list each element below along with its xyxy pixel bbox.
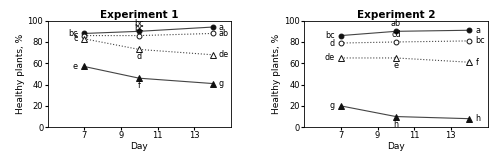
Text: bc: bc [134,24,144,33]
Text: e: e [73,62,78,71]
Text: cd: cd [391,30,400,39]
Text: bc: bc [476,36,485,45]
Text: a: a [476,26,480,35]
Text: g: g [219,79,224,88]
X-axis label: Day: Day [130,142,148,151]
Text: a: a [219,23,224,32]
Text: bc: bc [134,19,144,28]
Y-axis label: Healthy plants, %: Healthy plants, % [16,34,25,114]
Text: c: c [74,31,78,40]
Title: Experiment 2: Experiment 2 [356,10,435,20]
Text: h: h [394,120,398,128]
Text: c: c [74,34,78,43]
Text: f: f [476,58,478,67]
Y-axis label: Healthy plants, %: Healthy plants, % [272,34,281,114]
Text: bc: bc [325,31,334,40]
Text: f: f [138,81,140,90]
Title: Experiment 1: Experiment 1 [100,10,178,20]
Text: d: d [330,38,334,48]
Text: de: de [219,50,229,59]
Text: ab: ab [219,29,229,38]
Text: ab: ab [391,19,401,28]
Text: bc: bc [68,29,78,38]
Text: h: h [476,114,480,123]
Text: de: de [324,53,334,62]
X-axis label: Day: Day [387,142,404,151]
Text: g: g [330,101,334,110]
Text: d: d [136,52,141,61]
Text: e: e [394,61,398,70]
